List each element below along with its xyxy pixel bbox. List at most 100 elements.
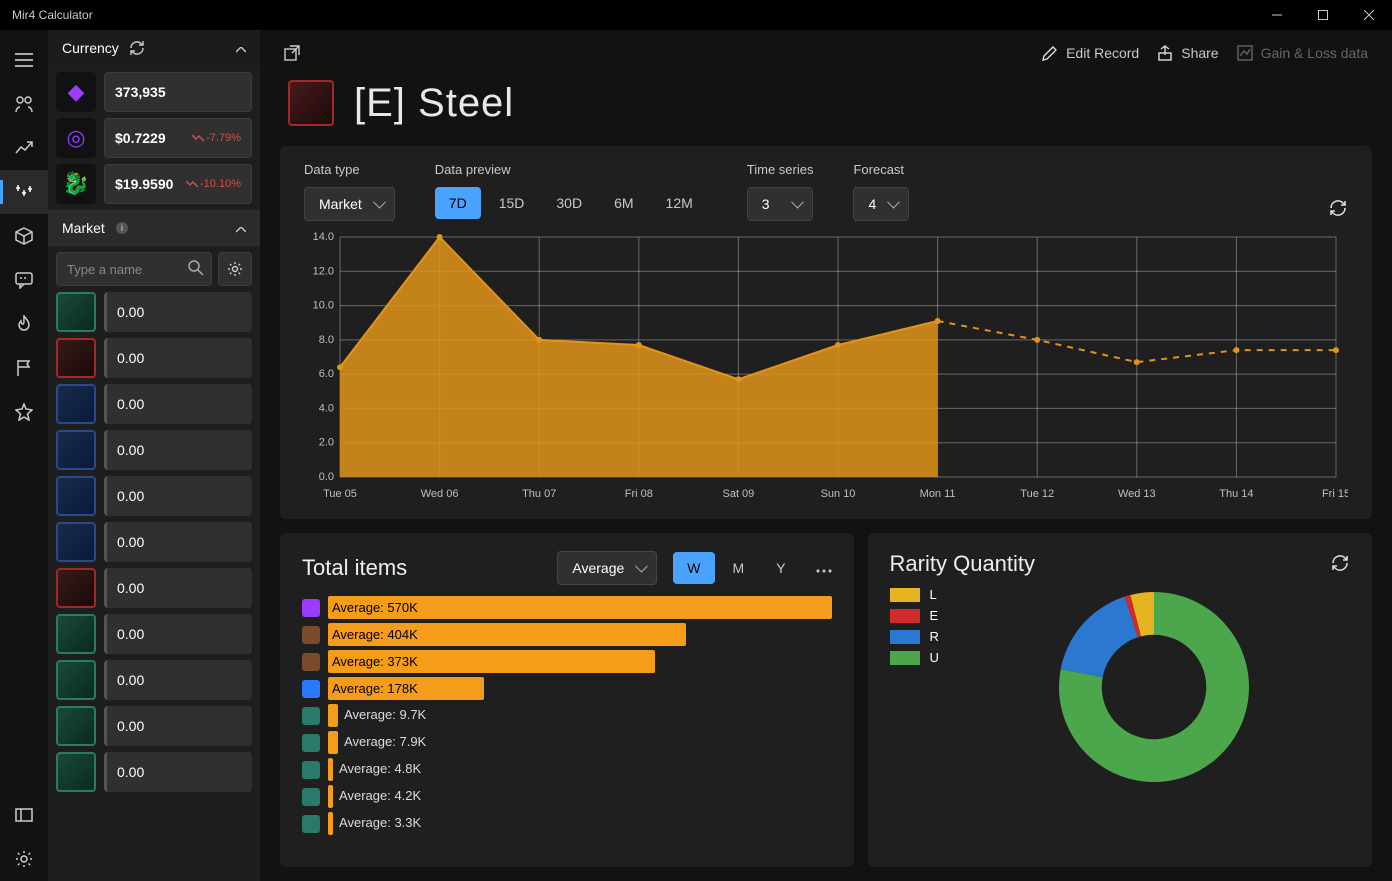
bar-icon [302,653,320,671]
price-line-chart: 0.02.04.06.08.010.012.014.0Tue 05Wed 06T… [304,227,1348,507]
data-preview-segments: 7D15D30D6M12M [435,187,707,219]
refresh-icon[interactable] [129,40,145,56]
pencil-icon [1042,45,1058,61]
popout-button[interactable] [284,45,300,61]
window-close-button[interactable] [1346,0,1392,30]
rail-star-icon[interactable] [0,390,48,434]
market-section-header[interactable]: Market i [48,210,260,246]
currency-label: Currency [62,40,119,56]
preview-seg-7D[interactable]: 7D [435,187,481,219]
preview-seg-12M[interactable]: 12M [652,187,707,219]
share-button[interactable]: Share [1157,45,1218,61]
svg-text:i: i [121,223,123,233]
window-maximize-button[interactable] [1300,0,1346,30]
market-item-row[interactable]: 0.00 [56,752,252,792]
svg-text:Tue 05: Tue 05 [323,488,357,500]
rail-market-icon[interactable] [0,170,48,214]
svg-text:Mon 11: Mon 11 [920,488,956,500]
currency-row[interactable]: 🐉 $19.9590 -10.10% [56,164,252,204]
gain-loss-label: Gain & Loss data [1261,45,1368,61]
market-item-icon [56,476,96,516]
market-item-row[interactable]: 0.00 [56,384,252,424]
more-button[interactable] [816,561,832,576]
range-segments: WMY [673,552,799,584]
bar-row: Average: 178K [302,676,832,701]
market-item-value: 0.00 [104,292,252,332]
rail-expand-icon[interactable] [0,793,48,837]
edit-record-label: Edit Record [1066,45,1139,61]
market-item-row[interactable]: 0.00 [56,476,252,516]
currency-row[interactable]: ◎ $0.7229 -7.79% [56,118,252,158]
market-settings-button[interactable] [218,252,252,286]
top-toolbar: Edit Record Share Gain & Loss data [260,30,1392,76]
svg-text:6.0: 6.0 [319,368,334,380]
rail-settings-icon[interactable] [0,837,48,881]
window-title: Mir4 Calculator [12,8,1254,22]
data-type-dropdown[interactable]: Market [304,187,395,221]
bar-row: Average: 9.7K [302,703,832,728]
market-item-icon [56,660,96,700]
price-chart-card: Data type Market Data preview 7D15D30D6M… [280,146,1372,519]
rail-flag-icon[interactable] [0,346,48,390]
bar-label: Average: 570K [332,600,418,615]
bar-label: Average: 404K [332,627,418,642]
market-item-value: 0.00 [104,752,252,792]
bar-icon [302,599,320,617]
forecast-dropdown[interactable]: 4 [853,187,909,221]
chart-refresh-button[interactable] [1328,198,1348,221]
rail-flame-icon[interactable] [0,302,48,346]
market-item-row[interactable]: 0.00 [56,430,252,470]
currency-delta: -10.10% [186,178,241,190]
market-label: Market [62,220,105,236]
total-items-title: Total items [302,555,407,581]
page-header: [E] Steel [260,76,1392,146]
market-item-row[interactable]: 0.00 [56,292,252,332]
bar-row: Average: 404K [302,622,832,647]
bar-row: Average: 4.2K [302,784,832,809]
market-item-icon [56,706,96,746]
currency-section-header[interactable]: Currency [48,30,260,66]
currency-list: ◆ 373,935 ◎ $0.7229 -7.79% 🐉 $19.9590 -1… [48,66,260,210]
rail-characters-icon[interactable] [0,82,48,126]
bar-row: Average: 7.9K [302,730,832,755]
market-item-icon [56,338,96,378]
legend-key: U [930,650,939,665]
bar-icon [302,707,320,725]
svg-text:8.0: 8.0 [319,334,334,346]
market-item-row[interactable]: 0.00 [56,338,252,378]
market-item-icon [56,614,96,654]
range-seg-W[interactable]: W [673,552,714,584]
range-seg-M[interactable]: M [719,552,759,584]
rail-trends-icon[interactable] [0,126,48,170]
bar-icon [302,815,320,833]
hamburger-button[interactable] [0,38,48,82]
market-item-row[interactable]: 0.00 [56,614,252,654]
svg-text:Sat 09: Sat 09 [722,488,754,500]
rail-chat-icon[interactable] [0,258,48,302]
market-item-row[interactable]: 0.00 [56,568,252,608]
bar-label: Average: 373K [332,654,418,669]
currency-icon: 🐉 [56,164,96,204]
preview-seg-15D[interactable]: 15D [485,187,539,219]
rail-cube-icon[interactable] [0,214,48,258]
currency-row[interactable]: ◆ 373,935 [56,72,252,112]
preview-seg-30D[interactable]: 30D [542,187,596,219]
window-minimize-button[interactable] [1254,0,1300,30]
svg-text:10.0: 10.0 [313,300,334,312]
rarity-refresh-button[interactable] [1330,553,1350,576]
market-item-row[interactable]: 0.00 [56,522,252,562]
time-series-dropdown[interactable]: 3 [747,187,814,221]
metric-dropdown[interactable]: Average [557,551,657,585]
edit-record-button[interactable]: Edit Record [1042,45,1139,61]
preview-seg-6M[interactable]: 6M [600,187,647,219]
bar-icon [302,734,320,752]
bar-icon [302,788,320,806]
market-item-row[interactable]: 0.00 [56,660,252,700]
gain-loss-button[interactable]: Gain & Loss data [1237,45,1368,61]
market-item-row[interactable]: 0.00 [56,706,252,746]
legend-row: R [890,629,939,644]
range-seg-Y[interactable]: Y [762,552,799,584]
bar-icon [302,626,320,644]
svg-text:12.0: 12.0 [313,265,334,277]
market-item-icon [56,292,96,332]
